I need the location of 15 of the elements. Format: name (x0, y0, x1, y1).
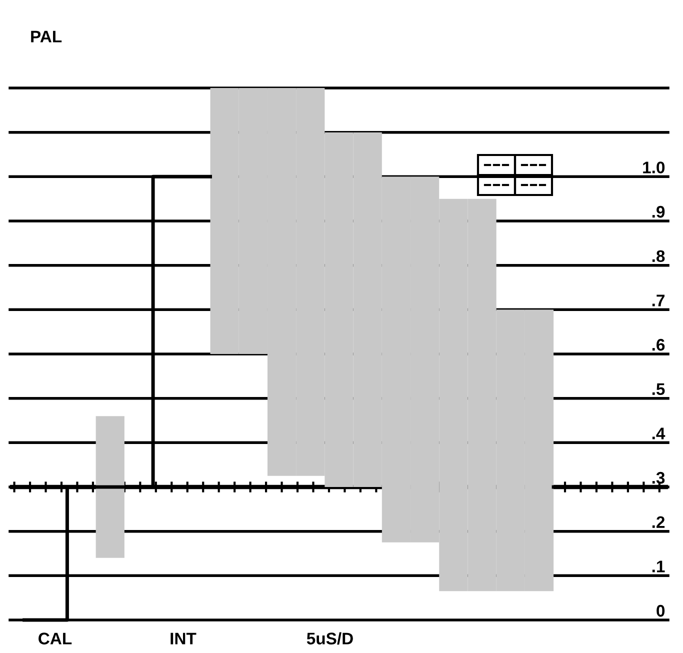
y-tick-label: .3 (652, 472, 665, 484)
y-tick-label: .2 (652, 516, 665, 528)
y-tick-label: .7 (652, 294, 664, 306)
y-tick-label: .6 (652, 338, 665, 351)
y-tick-label: 0 (656, 604, 665, 617)
y-tick-label: 1.0 (643, 162, 665, 174)
text: INT (170, 632, 196, 644)
y-tick-label: .4 (652, 428, 666, 440)
y-tick-label: .9 (652, 206, 665, 218)
y-tick-label: .1 (652, 560, 665, 572)
text: 5uS/D (306, 632, 353, 645)
text: CAL (38, 632, 72, 644)
chart-title: PAL (31, 30, 62, 42)
y-tick-label: .8 (652, 250, 665, 262)
y-tick-label: .5 (652, 383, 665, 396)
